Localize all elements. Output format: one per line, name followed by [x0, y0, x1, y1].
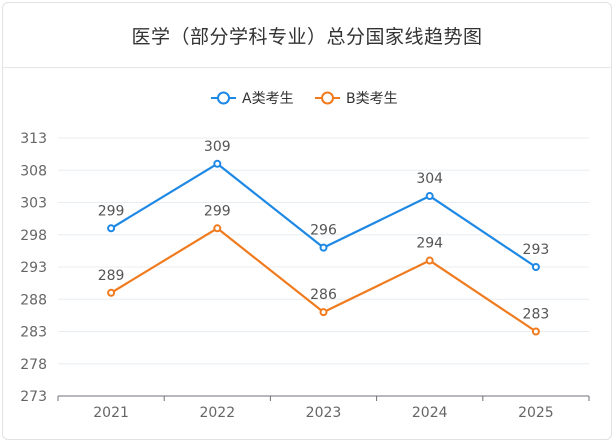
data-label-b: 286: [310, 287, 337, 303]
x-tick-label: 2022: [199, 405, 235, 421]
data-label-a: 304: [416, 171, 443, 187]
data-point-b: [531, 327, 540, 336]
x-tick-label: 2023: [306, 405, 342, 421]
data-label-b: 299: [204, 203, 231, 219]
data-label-a: 309: [204, 139, 231, 155]
data-label-a: 299: [98, 203, 125, 219]
data-point-b: [425, 256, 434, 265]
data-point-a: [107, 224, 116, 233]
chart-title: 医学（部分学科专业）总分国家线趋势图: [131, 25, 483, 48]
y-tick-label: 283: [20, 325, 47, 341]
y-tick-label: 303: [20, 196, 47, 212]
data-label-a: 293: [523, 242, 550, 258]
legend-marker-a: [217, 91, 230, 105]
data-point-b: [107, 288, 116, 297]
data-point-a: [531, 263, 540, 271]
legend-label-a: A类考生: [242, 91, 294, 107]
x-tick-label: 2025: [518, 405, 554, 421]
data-label-b: 294: [416, 236, 443, 252]
x-tick-label: 2024: [412, 405, 448, 421]
data-label-b: 283: [523, 307, 550, 323]
legend-label-b: B类考生: [346, 91, 398, 107]
chart-card: 医学（部分学科专业）总分国家线趋势图: [2, 2, 612, 440]
data-point-b: [213, 224, 222, 233]
y-tick-label: 278: [20, 357, 47, 373]
data-point-a: [425, 192, 434, 201]
data-label-a: 296: [310, 223, 337, 239]
y-tick-label: 308: [20, 163, 47, 179]
x-tick-label: 2021: [93, 405, 129, 421]
y-tick-label: 293: [20, 260, 47, 276]
y-tick-label: 313: [20, 131, 47, 147]
chart-header: 医学（部分学科专业）总分国家线趋势图: [3, 3, 611, 68]
y-tick-label: 288: [20, 292, 47, 308]
data-point-a: [319, 243, 328, 252]
data-point-a: [213, 159, 222, 168]
data-point-b: [319, 308, 328, 317]
data-label-b: 289: [98, 268, 125, 284]
y-tick-label: 298: [20, 228, 47, 244]
legend-marker-b: [321, 91, 334, 105]
y-tick-label: 273: [20, 389, 47, 405]
